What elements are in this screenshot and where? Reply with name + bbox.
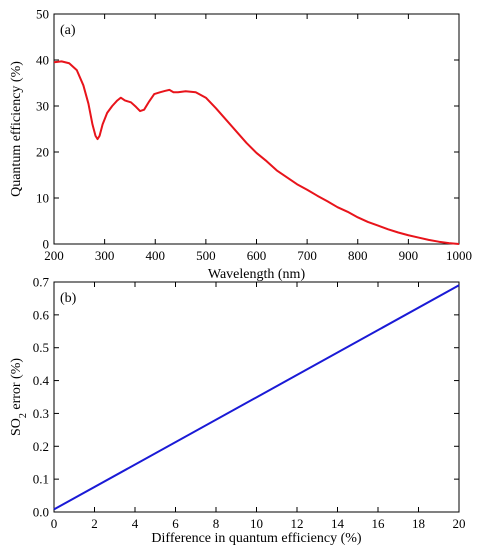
axis-ticks-a: 200 300 400 500 600 700 800 900 1000 0 10 20 30 40 50	[36, 7, 472, 264]
x-tick-b-label: 18	[412, 516, 425, 531]
x-tick-a-label: 800	[348, 248, 368, 263]
y-tick-b-label: 0.6	[33, 307, 50, 322]
y-tick-b-label: 0.4	[33, 373, 50, 388]
x-tick-a-label: 600	[247, 248, 267, 263]
y-tick-b-label: 0.1	[33, 472, 49, 487]
quantum-efficiency-line	[53, 60, 460, 245]
x-tick-a-label: 700	[297, 248, 317, 263]
axis-ticks-b: 0 2 4 6 8 10 12 14 16 18 20 0.0 0.1 0.2 0.3 0.4 0.5 0.6 0.…	[33, 275, 466, 532]
y-tick-b-label: 0.0	[33, 505, 49, 520]
quantum-efficiency-panel: (a) 200 300 400 500 600 700 800 900 1000 0 10 20 30 4…	[9, 7, 472, 283]
x-tick-b-label: 8	[213, 516, 220, 531]
y-axis-title-a: Quantum efficiency (%)	[9, 61, 24, 197]
x-tick-b-label: 10	[250, 516, 263, 531]
y-tick-b-label: 0.5	[33, 340, 49, 355]
y-axis-title-b: SO2 error (%)	[9, 358, 29, 436]
y-tick-a-label: 10	[36, 191, 49, 206]
x-tick-b-label: 16	[372, 516, 386, 531]
y-tick-b-label: 0.2	[33, 439, 49, 454]
y-tick-a-label: 20	[36, 145, 49, 160]
y-axis-title-b-main: SO	[9, 418, 24, 436]
panel-label-b: (b)	[60, 291, 77, 306]
y-axis-title-b-sub: 2	[18, 413, 29, 418]
y-tick-a-label: 40	[36, 53, 49, 68]
x-axis-title-a: Wavelength (nm)	[208, 267, 306, 282]
x-tick-a-label: 200	[44, 248, 64, 263]
x-tick-a-label: 500	[196, 248, 216, 263]
so2-error-panel: (b) 0 2 4 6 8 10 12 14 16 18 200.00.10.20.30.40.50…	[9, 275, 466, 547]
x-axis-title-b: Difference in quantum efficiency (%)	[151, 531, 362, 546]
y-axis-title-b-tail: error (%)	[9, 358, 24, 414]
x-tick-b-label: 4	[132, 516, 139, 531]
panel-label-a: (a)	[60, 23, 76, 38]
x-tick-a-label: 300	[95, 248, 115, 263]
x-tick-b-label: 20	[453, 516, 466, 531]
y-tick-a-label: 50	[36, 7, 49, 22]
so2-error-line	[53, 284, 460, 511]
x-tick-b-label: 12	[291, 516, 304, 531]
y-tick-b-label: 0.7	[33, 275, 50, 290]
y-tick-b-label: 0.3	[33, 406, 49, 421]
x-tick-b-label: 0	[51, 516, 58, 531]
x-tick-b-label: 2	[91, 516, 98, 531]
x-tick-a-label: 400	[146, 248, 166, 263]
y-tick-a-label: 0	[43, 237, 50, 252]
plot-frame-a	[53, 13, 460, 245]
x-tick-b-label: 14	[331, 516, 345, 531]
x-tick-a-label: 1000	[446, 248, 472, 263]
x-tick-b-label: 6	[172, 516, 179, 531]
y-tick-a-label: 30	[36, 99, 49, 114]
x-tick-a-label: 900	[399, 248, 419, 263]
